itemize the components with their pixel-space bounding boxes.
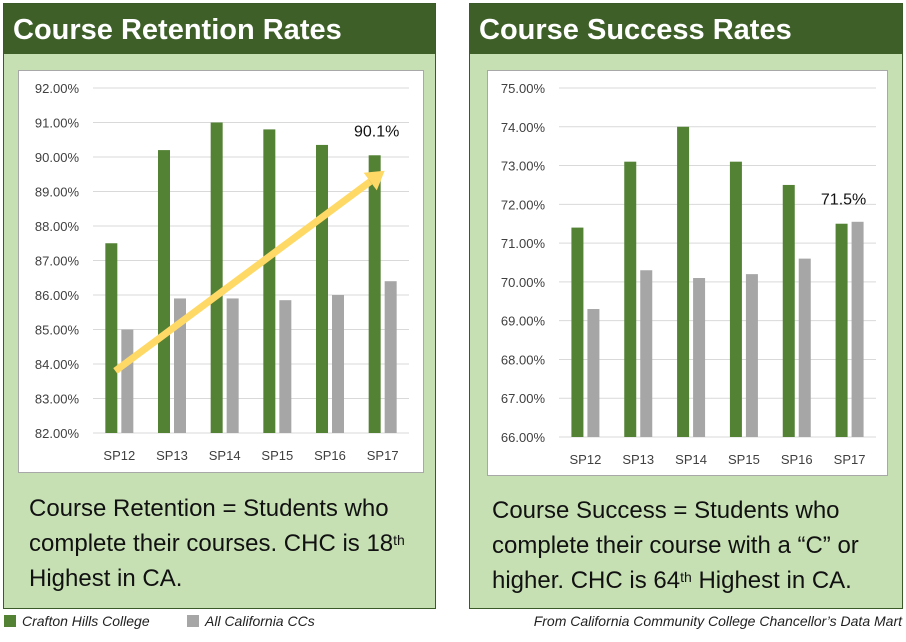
legend-chc: Crafton Hills College xyxy=(4,610,150,632)
y-tick-label: 91.00% xyxy=(35,116,80,131)
y-tick-label: 83.00% xyxy=(35,392,80,407)
success-description: Course Success = Students who complete t… xyxy=(492,493,897,598)
bar-chc xyxy=(677,126,690,438)
x-tick-label: SP14 xyxy=(209,448,241,463)
y-tick-label: 92.00% xyxy=(35,81,80,96)
bar-ca xyxy=(640,270,653,437)
y-tick-label: 68.00% xyxy=(501,352,546,367)
bar-ca xyxy=(745,274,758,437)
x-tick-label: SP14 xyxy=(675,452,707,467)
value-annotation: 71.5% xyxy=(821,192,866,209)
bar-chc xyxy=(105,243,118,433)
y-tick-label: 87.00% xyxy=(35,254,80,269)
success-chart: 66.00% 67.00% 68.00% 69.00% 70.00% 71.00% 72.0… xyxy=(487,70,888,476)
bar-chc xyxy=(158,150,170,433)
x-tick-label: SP16 xyxy=(314,448,346,463)
retention-desc-end: Highest in CA. xyxy=(29,565,183,592)
y-tick-label: 70.00% xyxy=(501,275,546,290)
y-tick-label: 90.00% xyxy=(35,150,80,165)
y-tick-label: 69.00% xyxy=(501,314,546,329)
x-tick-label: SP17 xyxy=(834,452,866,467)
retention-panel: Course Retention Rates 82.00% 83.00% 84.00… xyxy=(3,3,436,609)
bar-ca xyxy=(226,298,239,433)
retention-desc-sup: th xyxy=(393,532,405,548)
y-tick-label: 66.00% xyxy=(501,430,546,445)
bar-chc xyxy=(624,161,637,437)
value-annotation: 90.1% xyxy=(354,123,399,140)
legend-ca: All California CCs xyxy=(187,610,315,632)
bar-chc xyxy=(210,122,223,433)
success-desc-end: Highest in CA. xyxy=(691,567,852,594)
retention-chart: 82.00% 83.00% 84.00% 85.00% 86.00% 87.00% 88.0… xyxy=(18,70,424,473)
bar-chc xyxy=(368,155,381,433)
bar-ca xyxy=(174,298,186,433)
retention-chart-svg: 82.00% 83.00% 84.00% 85.00% 86.00% 87.00% 88.0… xyxy=(35,81,409,463)
retention-description: Course Retention = Students who complete… xyxy=(29,491,429,596)
x-tick-label: SP15 xyxy=(261,448,293,463)
x-tick-label: SP17 xyxy=(367,448,399,463)
y-tick-label: 82.00% xyxy=(35,426,80,441)
x-tick-label: SP16 xyxy=(781,452,813,467)
x-tick-label: SP13 xyxy=(156,448,188,463)
x-tick-label: SP12 xyxy=(103,448,135,463)
y-tick-label: 86.00% xyxy=(35,288,80,303)
y-tick-label: 85.00% xyxy=(35,323,80,338)
success-chart-svg: 66.00% 67.00% 68.00% 69.00% 70.00% 71.00% 72.0… xyxy=(501,81,876,467)
success-panel: Course Success Rates 66.00% 67.00% 68.00% 6… xyxy=(469,3,903,609)
success-desc-sup: th xyxy=(680,569,692,585)
bar-chc xyxy=(571,227,584,437)
bar-ca xyxy=(798,258,811,437)
bar-ca xyxy=(332,295,344,433)
y-tick-label: 88.00% xyxy=(35,219,80,234)
bar-ca xyxy=(279,300,292,433)
bar-ca xyxy=(587,309,600,437)
retention-title: Course Retention Rates xyxy=(4,4,435,54)
bar-ca xyxy=(384,281,397,433)
y-tick-label: 71.00% xyxy=(501,236,546,251)
x-tick-label: SP15 xyxy=(728,452,760,467)
legend-chc-label: Crafton Hills College xyxy=(22,613,150,629)
x-tick-label: SP12 xyxy=(570,452,602,467)
bar-chc xyxy=(782,184,795,437)
bar-ca xyxy=(851,221,864,437)
bar-ca xyxy=(693,278,706,437)
y-tick-label: 73.00% xyxy=(501,159,546,174)
bar-chc xyxy=(729,161,742,437)
bar-chc xyxy=(835,223,848,437)
bar-ca xyxy=(121,329,134,433)
y-tick-label: 72.00% xyxy=(501,197,546,212)
y-tick-label: 84.00% xyxy=(35,357,80,372)
source-note: From California Community College Chance… xyxy=(533,613,902,629)
legend-chc-swatch xyxy=(4,615,16,627)
y-tick-label: 74.00% xyxy=(501,120,546,135)
success-title: Course Success Rates xyxy=(470,4,902,54)
y-tick-label: 89.00% xyxy=(35,185,80,200)
bar-chc xyxy=(316,144,328,434)
trend-arrow xyxy=(113,178,373,374)
trend-arrow-head xyxy=(363,170,385,191)
bar-chc xyxy=(263,129,276,433)
success-desc-text: Course Success = Students who complete t… xyxy=(492,497,859,594)
retention-desc-text: Course Retention = Students who complete… xyxy=(29,495,394,557)
legend-ca-swatch xyxy=(187,615,199,627)
legend-ca-label: All California CCs xyxy=(205,613,315,629)
y-tick-label: 67.00% xyxy=(501,391,546,406)
x-tick-label: SP13 xyxy=(622,452,654,467)
y-tick-label: 75.00% xyxy=(501,81,546,96)
